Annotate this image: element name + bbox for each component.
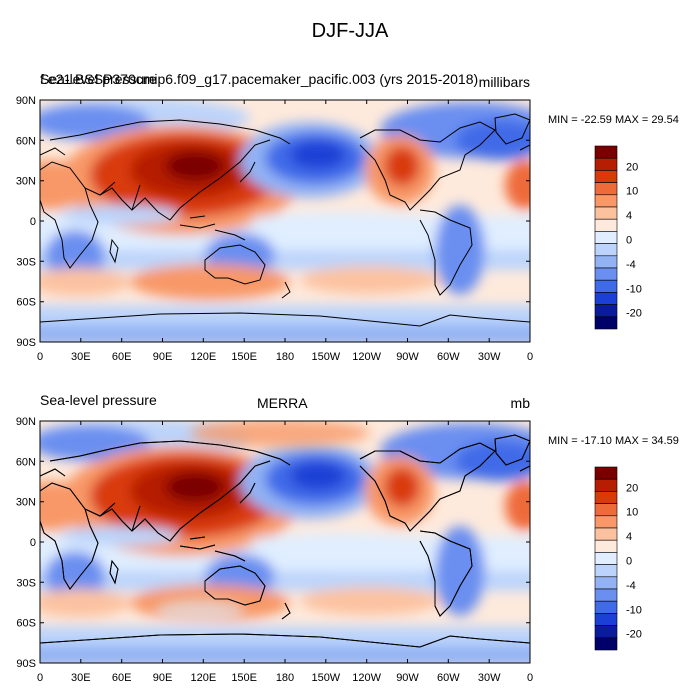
- colorbar-swatch: [594, 218, 618, 232]
- lon-tick-label: 30W: [478, 672, 501, 684]
- lat-tick-label: 30N: [16, 497, 36, 509]
- lat-tick-label: 30S: [16, 577, 36, 589]
- lon-tick-label: 0: [527, 672, 533, 684]
- colorbar-swatch: [594, 515, 618, 529]
- lon-tick-label: 150E: [231, 351, 257, 363]
- lat-tick-label: 0: [30, 216, 36, 228]
- colorbar-swatch: [594, 491, 618, 504]
- colorbar-label: 20: [626, 482, 638, 494]
- colorbar-swatch: [594, 304, 618, 318]
- colorbar-label: 4: [626, 531, 632, 543]
- lat-tick-label: 60N: [16, 456, 36, 468]
- colorbar-swatch: [594, 600, 618, 614]
- colorbar-swatch: [594, 527, 618, 541]
- colorbar-label: -4: [626, 259, 636, 271]
- colorbar-swatch: [594, 255, 618, 269]
- colorbar-swatch: [594, 243, 618, 257]
- colorbar-label: 0: [626, 556, 632, 568]
- colorbar-swatch: [594, 466, 618, 480]
- colorbar-label: 10: [626, 507, 638, 519]
- colorbar-swatch: [594, 267, 618, 281]
- colorbar-swatch: [594, 145, 618, 159]
- panel1-min-max: MIN = -22.59 MAX = 29.54: [548, 114, 679, 126]
- lon-tick-label: 90W: [396, 672, 419, 684]
- panel2-dataset-title: MERRA: [257, 395, 308, 411]
- lat-tick-label: 90N: [16, 416, 36, 428]
- colorbar-swatch: [594, 316, 618, 330]
- panel1-map: [39, 99, 531, 343]
- lat-tick-label: 60S: [16, 297, 36, 309]
- colorbar-swatch: [594, 194, 618, 208]
- lon-tick-label: 30E: [71, 351, 91, 363]
- colorbar-label: -4: [626, 580, 636, 592]
- lon-tick-label: 150W: [311, 672, 340, 684]
- lon-tick-label: 90E: [153, 351, 173, 363]
- lon-tick-label: 180: [276, 351, 294, 363]
- lon-tick-label: 60E: [112, 351, 132, 363]
- colorbar-swatch: [594, 564, 618, 578]
- colorbar-label: 20: [626, 161, 638, 173]
- colorbar-swatch: [594, 170, 618, 183]
- colorbar-swatch: [594, 552, 618, 565]
- lon-tick-label: 60E: [112, 672, 132, 684]
- colorbar-swatch: [594, 279, 618, 293]
- panel2-map: [39, 420, 531, 664]
- lat-tick-label: 60N: [16, 135, 36, 147]
- panel2-units: mb: [510, 395, 530, 411]
- colorbar-swatch: [594, 503, 618, 517]
- lon-tick-label: 0: [527, 351, 533, 363]
- colorbar-label: 4: [626, 210, 632, 222]
- panel1-units: millibars: [478, 74, 530, 90]
- panel2-left-title: Sea-level pressure: [40, 392, 157, 408]
- lon-tick-label: 0: [37, 351, 43, 363]
- lon-tick-label: 60W: [437, 672, 460, 684]
- lon-tick-label: 120W: [352, 351, 381, 363]
- colorbar-swatch: [594, 613, 618, 626]
- panel1-left-title: Sea-level pressure: [40, 71, 157, 87]
- colorbar-label: -20: [626, 629, 642, 641]
- panel2-min-max: MIN = -17.10 MAX = 34.59: [548, 435, 679, 447]
- lon-tick-label: 120E: [190, 351, 216, 363]
- lat-tick-label: 60S: [16, 618, 36, 630]
- colorbar-swatch: [594, 539, 618, 553]
- colorbar-label: -20: [626, 308, 642, 320]
- lon-tick-label: 180: [276, 672, 294, 684]
- lon-tick-label: 30W: [478, 351, 501, 363]
- colorbar-swatch: [594, 182, 618, 196]
- lat-tick-label: 90S: [16, 658, 36, 670]
- colorbar-swatch: [594, 576, 618, 590]
- colorbar-swatch: [594, 625, 618, 639]
- colorbar-label: -10: [626, 283, 642, 295]
- lon-tick-label: 30E: [71, 672, 91, 684]
- lat-tick-label: 90N: [16, 95, 36, 107]
- lon-tick-label: 90E: [153, 672, 173, 684]
- lat-tick-label: 90S: [16, 337, 36, 349]
- colorbar-label: 0: [626, 235, 632, 247]
- lon-tick-label: 150E: [231, 672, 257, 684]
- lat-tick-label: 0: [30, 537, 36, 549]
- colorbar-swatch: [594, 231, 618, 244]
- lon-tick-label: 90W: [396, 351, 419, 363]
- colorbar-swatch: [594, 637, 618, 651]
- figure-title: DJF-JJA: [311, 20, 389, 42]
- panel2-colorbar: 20 10 4 0 -4 -10 -20: [594, 466, 642, 651]
- lon-tick-label: 120E: [190, 672, 216, 684]
- colorbar-swatch: [594, 478, 618, 492]
- lat-tick-label: 30N: [16, 176, 36, 188]
- lon-tick-label: 120W: [352, 672, 381, 684]
- panel1-case-label: f.e21.BSSP370cmip6.f09_g17.pacemaker_pac…: [40, 71, 479, 87]
- panel1-colorbar: 20 10 4 0 -4 -10 -20: [594, 145, 642, 330]
- lon-tick-label: 0: [37, 672, 43, 684]
- lat-tick-label: 30S: [16, 256, 36, 268]
- colorbar-swatch: [594, 588, 618, 602]
- lon-tick-label: 60W: [437, 351, 460, 363]
- colorbar-label: -10: [626, 604, 642, 616]
- colorbar-swatch: [594, 157, 618, 171]
- colorbar-swatch: [594, 206, 618, 220]
- colorbar-swatch: [594, 292, 618, 305]
- lon-tick-label: 150W: [311, 351, 340, 363]
- colorbar-label: 10: [626, 186, 638, 198]
